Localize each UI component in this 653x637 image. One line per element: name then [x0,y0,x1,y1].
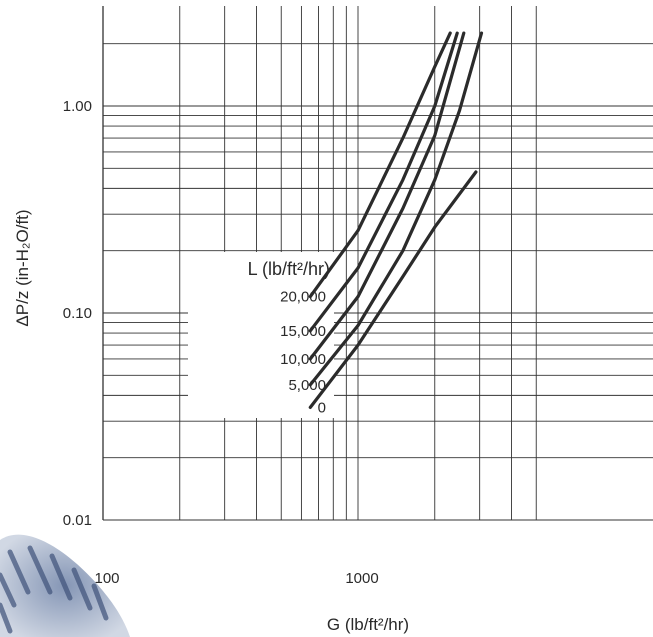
y-tick-label: 0.10 [63,305,92,322]
curve-series-1 [308,31,459,333]
x-tick-labels: 100 1000 [94,570,378,587]
curve-series-2 [308,31,466,361]
x-tick-label: 1000 [345,570,378,587]
legend-title: L (lb/ft²/hr) [248,259,330,279]
curve-series-0 [308,31,452,299]
curve-series-3 [308,31,484,387]
legend-entry: 0 [318,399,326,416]
y-tick-labels: 0.01 0.10 1.00 [63,98,92,529]
x-tick-label: 100 [94,570,119,587]
packing-image [0,534,130,637]
legend-entry: 20,000 [280,289,326,306]
y-tick-label: 0.01 [63,512,92,529]
legend: L (lb/ft²/hr) 20,000 15,000 10,000 5,000 0 [248,259,330,416]
legend-entry: 15,000 [280,323,326,340]
curve-series-4 [308,170,478,409]
x-axis-title: G (lb/ft²/hr) [327,615,409,634]
y-axis-title: ΔP/z (in-H₂O/ft) [13,209,32,326]
legend-entry: 10,000 [280,351,326,368]
legend-entry: 5,000 [288,377,326,394]
grid-lines [102,6,653,521]
y-tick-label: 1.00 [63,98,92,115]
data-curves [308,31,484,409]
legend-background [188,252,334,418]
